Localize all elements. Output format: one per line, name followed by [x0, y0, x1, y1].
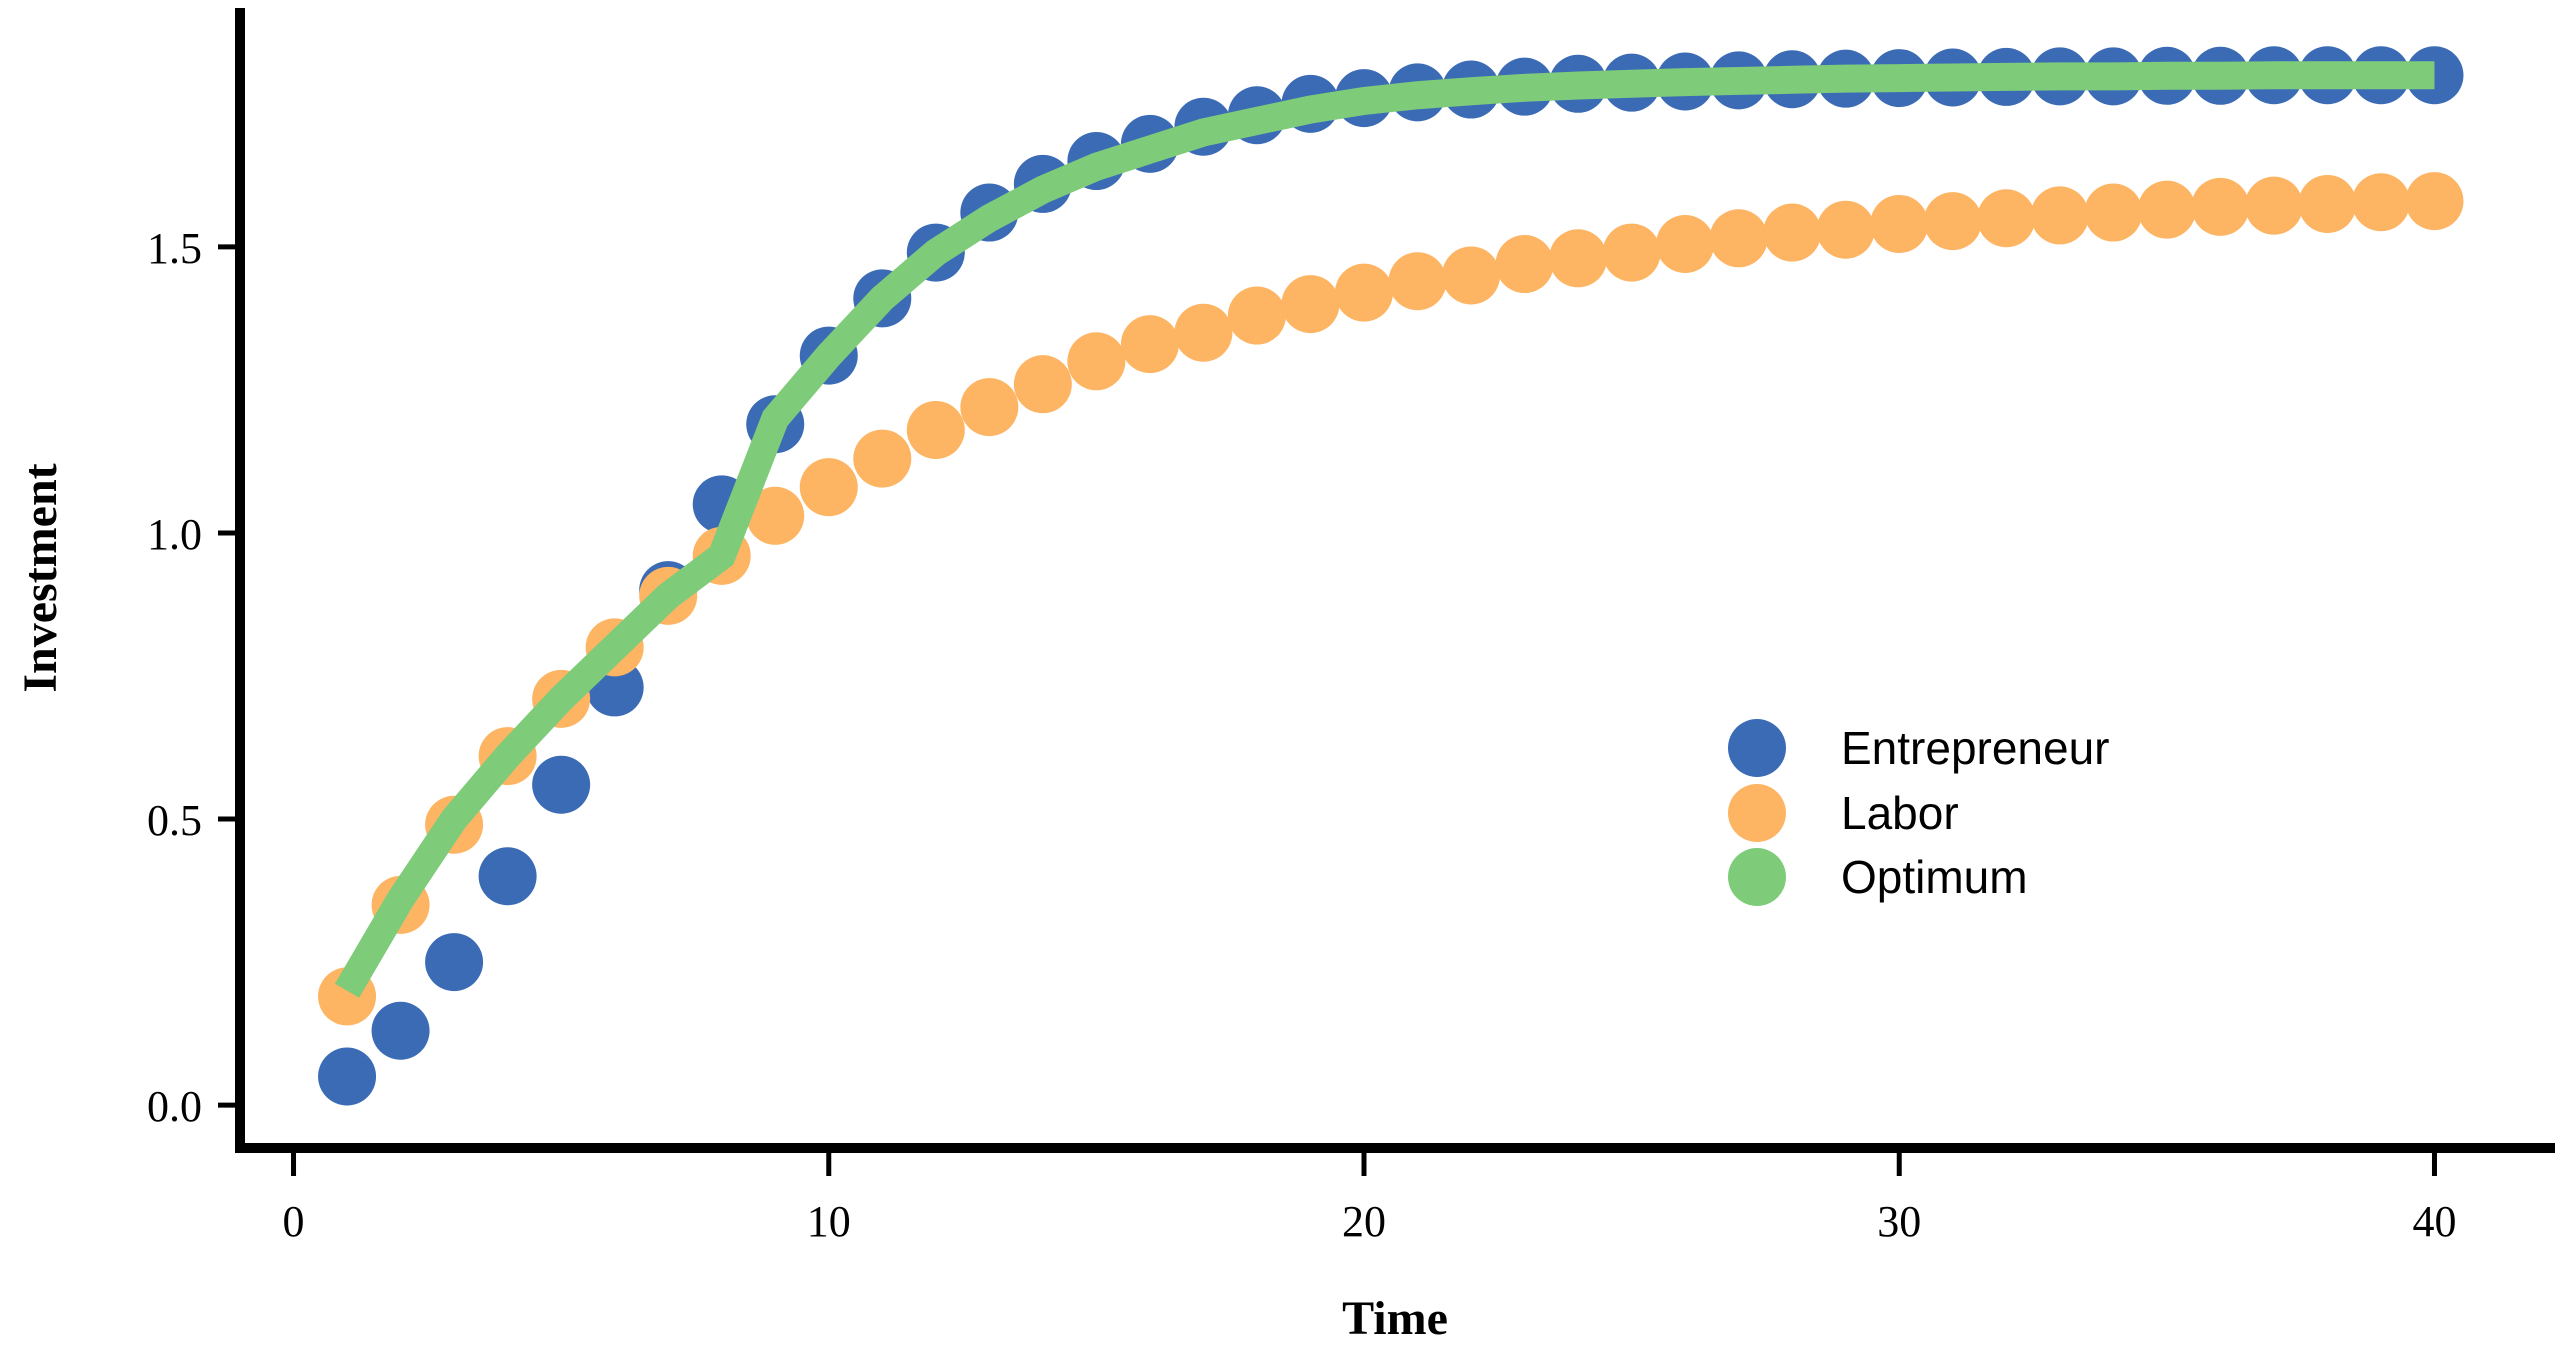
point-labor-20 [1335, 263, 1393, 322]
y-tick-label-1: 0.5 [147, 796, 202, 845]
x-axis-label: Time [1342, 1292, 1448, 1345]
point-labor-28 [1763, 203, 1822, 262]
point-labor-25 [1602, 223, 1661, 282]
point-labor-10 [799, 458, 858, 517]
point-labor-39 [2351, 173, 2410, 232]
point-labor-24 [1549, 229, 1608, 288]
legend: Entrepreneur Labor Optimum [1728, 719, 2110, 906]
point-labor-9 [746, 486, 805, 545]
legend-swatch-optimum [1728, 848, 1786, 906]
point-labor-21 [1388, 252, 1447, 311]
point-labor-26 [1656, 215, 1715, 274]
point-labor-30 [1870, 194, 1929, 253]
legend-swatch-labor [1728, 784, 1786, 842]
point-labor-23 [1495, 235, 1554, 294]
point-entrepreneur-4 [478, 847, 537, 906]
x-tick-label-2: 20 [1342, 1197, 1386, 1246]
point-labor-12 [906, 400, 965, 459]
y-tick-label-3: 1.5 [147, 224, 202, 273]
y-axis-label: Investment [14, 463, 67, 692]
series-labor [318, 172, 2464, 1026]
point-labor-34 [2084, 183, 2143, 242]
y-tick-label-2: 1.0 [147, 510, 202, 559]
point-labor-17 [1174, 303, 1233, 362]
point-labor-38 [2298, 174, 2357, 233]
point-labor-37 [2244, 176, 2303, 235]
point-labor-36 [2191, 177, 2250, 236]
point-labor-27 [1709, 209, 1768, 268]
legend-swatch-entrepreneur [1728, 719, 1786, 777]
axes-layer: 0 10 20 30 40 0.0 0.5 1.0 1.5 [147, 8, 2555, 1246]
point-labor-31 [1923, 192, 1982, 251]
legend-label-entrepreneur: Entrepreneur [1841, 722, 2110, 774]
y-tick-label-0: 0.0 [147, 1082, 202, 1131]
point-labor-11 [853, 429, 912, 488]
y-ticks: 0.0 0.5 1.0 1.5 [147, 224, 235, 1131]
point-labor-35 [2137, 180, 2196, 239]
point-labor-13 [960, 378, 1019, 437]
point-entrepreneur-5 [532, 755, 591, 814]
point-labor-40 [2405, 172, 2464, 231]
x-ticks: 0 10 20 30 40 [283, 1153, 2456, 1246]
point-labor-14 [1013, 355, 1072, 414]
series-line-optimum [334, 61, 2435, 998]
point-labor-32 [1977, 189, 2036, 248]
point-labor-18 [1227, 286, 1286, 345]
legend-item-labor: Labor [1728, 784, 1959, 842]
point-entrepreneur-3 [425, 933, 484, 992]
legend-item-entrepreneur: Entrepreneur [1728, 719, 2110, 777]
x-tick-label-0: 0 [283, 1197, 305, 1246]
legend-label-labor: Labor [1841, 787, 1959, 839]
x-tick-label-4: 40 [2412, 1197, 2456, 1246]
x-tick-label-3: 30 [1877, 1197, 1921, 1246]
legend-item-optimum: Optimum [1728, 848, 2028, 906]
plot-layer [318, 46, 2464, 1106]
point-labor-33 [2030, 186, 2089, 245]
point-labor-16 [1120, 315, 1179, 374]
x-tick-label-1: 10 [807, 1197, 851, 1246]
point-labor-29 [1816, 200, 1875, 259]
point-labor-19 [1281, 275, 1340, 334]
point-entrepreneur-1 [318, 1047, 377, 1106]
point-entrepreneur-2 [371, 1001, 430, 1060]
point-labor-22 [1442, 246, 1501, 305]
point-labor-15 [1067, 332, 1126, 391]
legend-label-optimum: Optimum [1841, 851, 2028, 903]
